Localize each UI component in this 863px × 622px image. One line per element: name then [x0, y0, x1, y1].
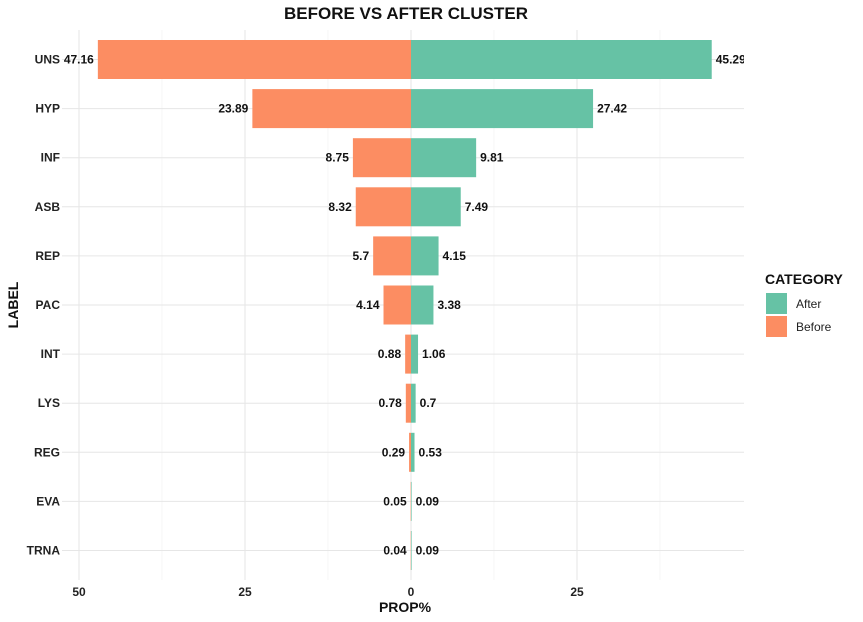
bar-after-hyp [411, 89, 594, 129]
category-label-lys: LYS [38, 396, 60, 410]
bar-before-pac [383, 285, 411, 325]
bar-after-pac [411, 285, 434, 325]
x-tick-labels: 50 25 0 25 [72, 585, 584, 599]
data-label-after-eva: 0.09 [416, 494, 440, 508]
category-label-asb: ASB [35, 200, 61, 214]
category-label-eva: EVA [36, 494, 60, 508]
x-tick-label: 25 [570, 585, 584, 599]
category-label-hyp: HYP [35, 102, 60, 116]
bar-before-uns [97, 40, 411, 79]
data-label-after-reg: 0.53 [419, 445, 443, 459]
x-tick-label: 50 [72, 585, 86, 599]
data-label-before-hyp: 23.89 [218, 102, 248, 116]
data-label-after-hyp: 27.42 [597, 102, 627, 116]
legend-label-after: After [796, 297, 821, 311]
bar-before-hyp [252, 89, 411, 129]
data-label-after-uns: 45.29 [716, 53, 746, 67]
bar-after-asb [411, 187, 461, 227]
data-label-before-lys: 0.78 [378, 396, 402, 410]
bar-after-int [411, 334, 419, 374]
data-label-after-inf: 9.81 [480, 151, 504, 165]
category-labels: UNS HYP INF ASB REP PAC INT LYS REG EVA TRNA [27, 53, 61, 558]
bar-before-lys [405, 383, 411, 423]
data-label-after-trna: 0.09 [416, 544, 440, 558]
data-label-after-asb: 7.49 [465, 200, 489, 214]
chart-title: BEFORE VS AFTER CLUSTER [284, 4, 528, 23]
category-label-rep: REP [35, 249, 60, 263]
bar-after-uns [411, 40, 712, 79]
bars [97, 40, 712, 570]
bar-after-lys [411, 383, 416, 423]
legend-title: CATEGORY [765, 271, 843, 287]
bar-after-trna [411, 531, 412, 570]
data-label-before-int: 0.88 [378, 347, 402, 361]
data-label-after-int: 1.06 [422, 347, 446, 361]
legend-swatch-before [766, 316, 787, 337]
category-label-trna: TRNA [27, 544, 61, 558]
data-label-before-eva: 0.05 [383, 494, 407, 508]
bar-after-inf [411, 138, 477, 178]
data-label-before-asb: 8.32 [328, 200, 352, 214]
data-labels: 45.29 27.42 9.81 7.49 4.15 3.38 1.06 0.7 0.53 0.0… [64, 53, 746, 558]
x-tick-label: 25 [238, 585, 252, 599]
data-label-before-inf: 8.75 [326, 151, 350, 165]
data-label-after-pac: 3.38 [437, 298, 461, 312]
bar-after-reg [411, 432, 415, 472]
bar-before-inf [352, 138, 411, 178]
y-axis-title: LABEL [5, 281, 21, 328]
bar-before-asb [355, 187, 411, 227]
x-axis-title: PROP% [379, 599, 432, 615]
legend-label-before: Before [796, 320, 832, 334]
data-label-before-pac: 4.14 [356, 298, 380, 312]
data-label-after-rep: 4.15 [443, 249, 467, 263]
bar-before-int [405, 334, 411, 374]
data-label-before-rep: 5.7 [352, 249, 369, 263]
category-label-reg: REG [34, 445, 60, 459]
data-label-before-trna: 0.04 [383, 544, 407, 558]
x-tick-label: 0 [408, 585, 415, 599]
bar-after-rep [411, 236, 439, 276]
category-label-inf: INF [41, 151, 60, 165]
category-label-uns: UNS [35, 53, 60, 67]
legend: CATEGORY After Before [765, 271, 843, 337]
bar-before-rep [373, 236, 411, 276]
bar-after-eva [411, 481, 412, 521]
category-label-pac: PAC [36, 298, 61, 312]
legend-swatch-after [766, 293, 787, 314]
category-label-int: INT [41, 347, 61, 361]
data-label-before-reg: 0.29 [382, 445, 406, 459]
data-label-before-uns: 47.16 [64, 53, 94, 67]
data-label-after-lys: 0.7 [420, 396, 437, 410]
bar-before-reg [409, 432, 411, 472]
